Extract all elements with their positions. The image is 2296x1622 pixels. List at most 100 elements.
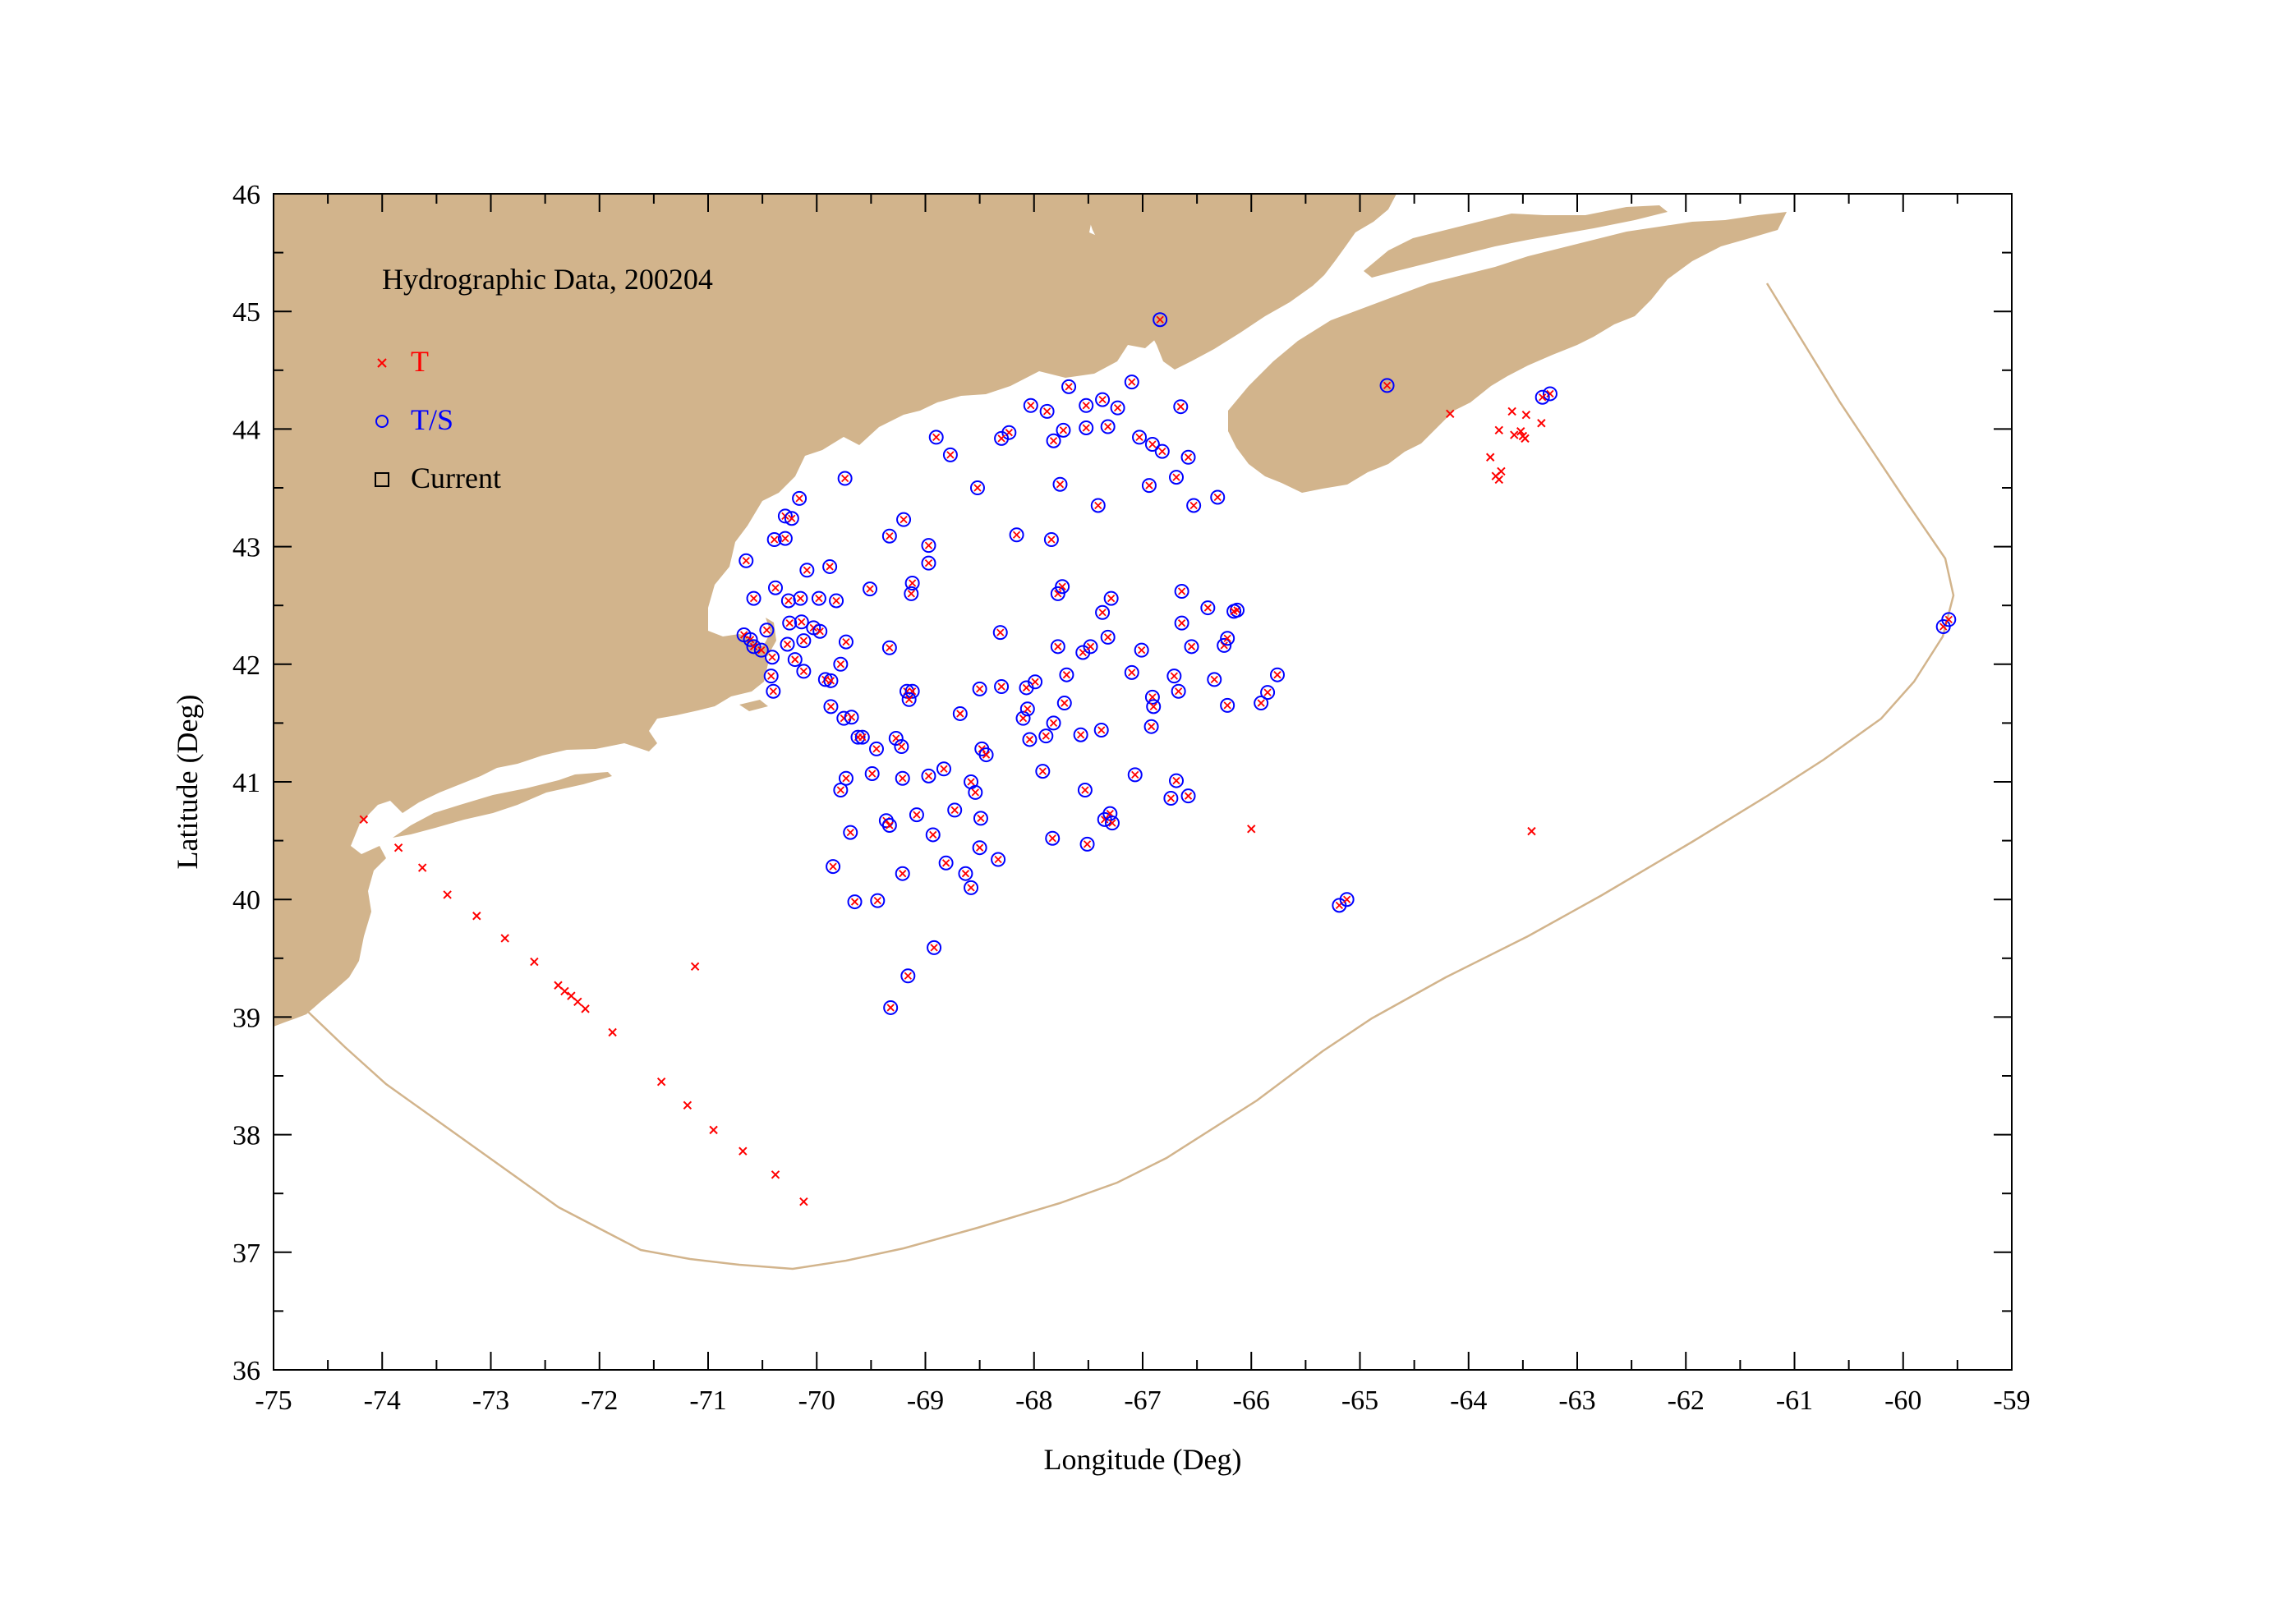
t-station-point <box>1494 475 1503 485</box>
ts-station-point <box>921 555 936 571</box>
legend-label-current: Current <box>411 462 501 494</box>
x-tick-label: -60 <box>1884 1385 1921 1416</box>
legend-label-t: T <box>411 345 429 378</box>
ts-station-point <box>1143 719 1159 734</box>
ts-station-point <box>812 623 828 639</box>
t-station-point <box>1516 427 1525 436</box>
x-tick-label: -72 <box>581 1385 618 1416</box>
ts-station-point <box>1056 696 1072 711</box>
ts-station-point <box>958 866 973 881</box>
ts-station-point <box>878 813 894 829</box>
ts-station-point <box>973 811 988 826</box>
ts-station-point <box>826 859 841 875</box>
ts-station-point <box>1090 498 1106 513</box>
ts-station-point <box>1154 443 1170 459</box>
x-tick-label: -61 <box>1776 1385 1813 1416</box>
ts-station-point <box>1168 773 1184 788</box>
ts-station-point <box>1174 615 1189 631</box>
ts-station-point <box>1226 604 1242 619</box>
ts-station-point <box>1269 667 1285 682</box>
y-axis-tick-labels: 36 37 38 39 40 41 42 43 44 45 46 <box>232 180 260 1386</box>
t-station-point <box>771 1170 780 1179</box>
ts-station-point <box>1039 403 1055 419</box>
ts-station-point <box>1339 892 1355 907</box>
ts-station-point <box>847 894 863 910</box>
ts-station-point <box>1083 639 1098 655</box>
ts-station-point <box>1184 639 1199 655</box>
ts-station-point <box>901 692 917 707</box>
ts-station-point <box>994 430 1010 446</box>
ts-station-point <box>1124 664 1139 680</box>
x-tick-label: -62 <box>1668 1385 1705 1416</box>
ts-station-point <box>1186 498 1202 513</box>
t-station-point <box>656 1077 666 1087</box>
ts-station-point <box>823 673 839 688</box>
y-tick-label: 41 <box>232 768 260 798</box>
ts-station-point <box>765 650 780 665</box>
land-nova-scotia <box>1228 212 1787 493</box>
t-station-point <box>1485 453 1495 462</box>
ts-station-point <box>904 586 919 601</box>
ts-station-point <box>1023 397 1038 413</box>
y-tick-label: 42 <box>232 650 260 681</box>
ts-station-point <box>947 802 963 818</box>
t-station-point <box>683 1100 692 1110</box>
ts-station-point <box>1200 600 1216 616</box>
ts-station-point <box>1134 642 1149 658</box>
ts-station-point <box>881 817 897 833</box>
ts-station-point <box>881 640 897 655</box>
y-tick-label: 38 <box>232 1121 260 1151</box>
x-tick-label: -74 <box>364 1385 401 1416</box>
ts-station-point <box>829 593 844 609</box>
t-station-point <box>581 1004 590 1013</box>
ts-station-point <box>794 614 809 630</box>
ts-station-point <box>1542 386 1558 402</box>
ts-station-point <box>1180 788 1196 804</box>
ts-station-point <box>1100 419 1116 434</box>
ts-station-point <box>1260 685 1276 701</box>
y-tick-label: 37 <box>232 1238 260 1269</box>
ts-station-point <box>843 825 858 840</box>
ts-station-point <box>1100 629 1116 645</box>
land-cape-cod <box>708 618 776 673</box>
ts-station-point <box>1055 579 1070 595</box>
t-station-point <box>530 957 539 967</box>
ts-station-point <box>994 679 1010 695</box>
t-station-point <box>1537 419 1546 428</box>
ts-station-point <box>787 652 803 668</box>
ts-station-point <box>1220 697 1235 713</box>
ts-station-point <box>1046 715 1061 731</box>
t-station-point <box>738 1146 748 1156</box>
land-mainland <box>274 194 1163 1027</box>
t-station-point <box>359 815 368 825</box>
land-cape-breton <box>1364 205 1668 278</box>
ts-station-point <box>925 827 941 843</box>
ts-station-point <box>822 558 838 574</box>
y-tick-label: 44 <box>232 415 260 445</box>
ts-station-point <box>838 770 854 786</box>
ts-station-point <box>881 528 897 544</box>
ts-station-point <box>833 656 849 672</box>
legend-t-symbol <box>377 358 387 368</box>
ts-station-point <box>782 615 798 631</box>
ts-station-point <box>1171 683 1186 699</box>
t-station-point <box>690 962 700 972</box>
ts-station-point <box>792 490 808 506</box>
ts-station-point <box>1022 732 1038 747</box>
land-layer <box>274 194 1787 1027</box>
t-station-point <box>1521 434 1530 443</box>
ts-station-point <box>766 532 782 548</box>
ts-station-point <box>793 590 808 606</box>
ts-station-point <box>896 512 912 527</box>
t-station-point <box>1247 825 1256 834</box>
x-tick-label: -63 <box>1558 1385 1595 1416</box>
t-station-point <box>799 1197 808 1206</box>
ts-station-point <box>969 480 985 495</box>
ts-station-point <box>766 683 781 699</box>
ts-station-point <box>746 639 761 655</box>
ts-station-point <box>1132 430 1148 445</box>
ts-station-point <box>844 710 859 725</box>
ts-station-point <box>1141 478 1157 494</box>
t-station-point <box>1527 826 1536 836</box>
ts-station-point <box>1019 701 1035 717</box>
